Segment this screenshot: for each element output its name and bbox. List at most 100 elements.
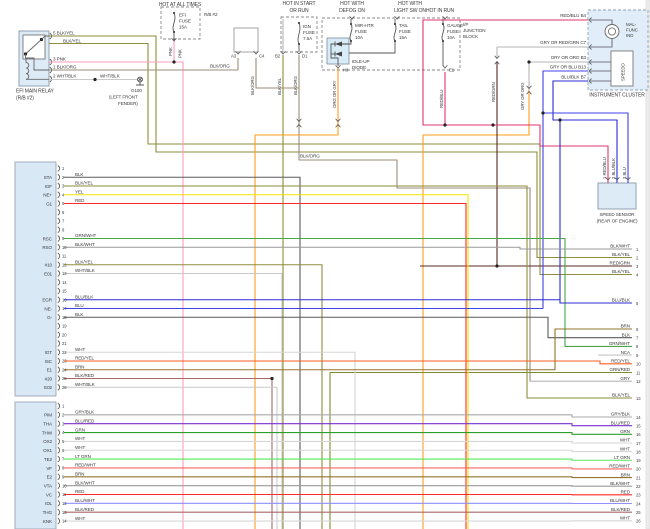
ecm-b-pin-name: OX1: [43, 448, 52, 453]
right-pin-number: 10: [636, 362, 641, 367]
efi-fuse-label: 15A: [179, 25, 188, 30]
junction-dot: [558, 118, 562, 122]
relay-pin-label: 2 WHT/BLK: [53, 74, 77, 79]
pin-number: 14: [62, 280, 67, 285]
wire-segment: [349, 42, 396, 54]
pin-bracket: [57, 296, 61, 304]
wire-segment: [605, 176, 611, 181]
pin-bracket: [57, 261, 61, 269]
pin-number: 18: [62, 315, 67, 320]
fuse-terminal: [393, 22, 397, 26]
connector-h8-label: H8: [343, 68, 349, 73]
pin-number: 12: [62, 262, 67, 267]
wire-label: BLU/BLK: [75, 294, 94, 299]
wire-segment: [64, 246, 632, 250]
wire-segment: [588, 17, 592, 23]
wire-label: BLU/RED: [611, 420, 631, 425]
wire-segment: [64, 449, 632, 453]
efi-main-relay-label: EFI MAIN RELAY: [16, 89, 54, 95]
pin-bracket: [57, 287, 61, 295]
tail-fuse-label: FUSE: [399, 29, 411, 34]
fuse-terminal: [441, 39, 445, 43]
wire-label: LT GRN: [614, 455, 630, 460]
junction-dot: [495, 264, 499, 268]
mir-htr-fuse-label: 10A: [355, 35, 364, 40]
pin-bracket: [57, 217, 61, 225]
pin-bracket: [57, 446, 61, 454]
wire-segment: [335, 123, 341, 128]
ecm-a-pin-name: RSO: [42, 245, 52, 250]
wire-label: BLK/RED: [611, 507, 631, 512]
wire-segment: [494, 60, 500, 65]
ecm-a-pin-name: STA: [44, 175, 53, 180]
wire-segment: [590, 38, 613, 48]
wire-segment: [588, 78, 592, 84]
wire-label: WHT: [620, 516, 630, 521]
mal-func-ind-label: IND: [626, 33, 633, 38]
wire-label: GRY/BLK: [611, 412, 631, 417]
ecm-b-pin-name: KNK: [43, 519, 53, 524]
pin-number: 7: [62, 457, 65, 462]
wire-label: BLK: [622, 332, 631, 337]
wire-label: BLU/BLK: [612, 298, 631, 303]
wire-label: BLK/YEL: [75, 259, 93, 264]
pin-bracket: [57, 411, 61, 419]
pin-bracket: [57, 366, 61, 374]
fuse-terminal: [297, 42, 301, 46]
ign-fuse-label: 7.5A: [303, 36, 313, 41]
cluster-pin-label: GRY OR BLU B13: [550, 65, 587, 70]
junction-dot: [443, 123, 447, 127]
wire-segment: [64, 351, 356, 529]
connector-d1-label: D1: [302, 54, 308, 59]
wire-label: GRN/WHT: [609, 341, 631, 346]
ground-label: FENDER): [118, 101, 138, 106]
right-pin-number: 3: [636, 264, 639, 269]
ip-junction-block-label: I/P: [463, 22, 468, 27]
fuse-terminal: [393, 39, 397, 43]
wire-segment: [64, 328, 632, 371]
wire-segment: [614, 176, 620, 181]
wire-segment: [296, 50, 302, 55]
speed-sensor-box: [597, 182, 637, 210]
wire-segment: [296, 118, 302, 123]
pin-bracket: [57, 429, 61, 436]
idle-up-diode-label: IDLE-UP: [352, 59, 369, 64]
wire-segment: [138, 77, 142, 82]
rail-hot-with-defog-on: HOT WITH: [340, 1, 364, 7]
ecm-a-pin-name: NE-: [44, 306, 52, 311]
tail-fuse-label: TAIL: [399, 23, 409, 28]
wire-label: GRN: [75, 427, 85, 432]
ecm-a-pin-name: IGF: [45, 184, 53, 189]
pin-bracket: [57, 252, 61, 260]
speed-sensor-label: (REAR OF ENGINE): [597, 219, 638, 224]
right-pin-number: 13: [636, 396, 641, 401]
wire-segment: [64, 237, 632, 347]
pin-bracket: [57, 208, 61, 216]
efi-fuse-icon: [172, 12, 176, 33]
right-pin-number: 26: [636, 519, 641, 524]
pin-bracket: [57, 517, 61, 525]
wire-segment: [442, 64, 448, 69]
pin-number: 8: [62, 466, 65, 471]
wire-label: WHT: [75, 516, 85, 521]
right-pin-number: 25: [636, 510, 641, 515]
junction-dot: [270, 376, 274, 381]
right-pin-number: 15: [636, 423, 641, 428]
lamp-filament-icon: [608, 27, 617, 36]
wire-label: WHT/BLK: [75, 268, 96, 273]
wire-label: GRN/RED: [610, 367, 631, 372]
sensor-pin-label: 1 RED/BLU: [602, 157, 607, 179]
wire-segment: [588, 44, 592, 50]
wire-segment: [394, 15, 400, 20]
gauge-fuse-label: GAUGE: [447, 23, 463, 28]
wire-label: GRY: [620, 376, 630, 381]
fuse-terminal: [349, 39, 353, 43]
rail-hot-in-run: HOT IN RUN: [426, 8, 455, 14]
sensor-pin-label: 3 BLU: [622, 167, 627, 179]
ecm-a-pin-name: #10: [45, 263, 53, 268]
rail-hot-with-defog-on: DEFOG ON: [339, 8, 365, 14]
wire-segment: [494, 55, 500, 60]
ground-label: G100: [131, 88, 142, 93]
wire-segment: [64, 467, 632, 470]
wire-segment: [64, 458, 632, 461]
